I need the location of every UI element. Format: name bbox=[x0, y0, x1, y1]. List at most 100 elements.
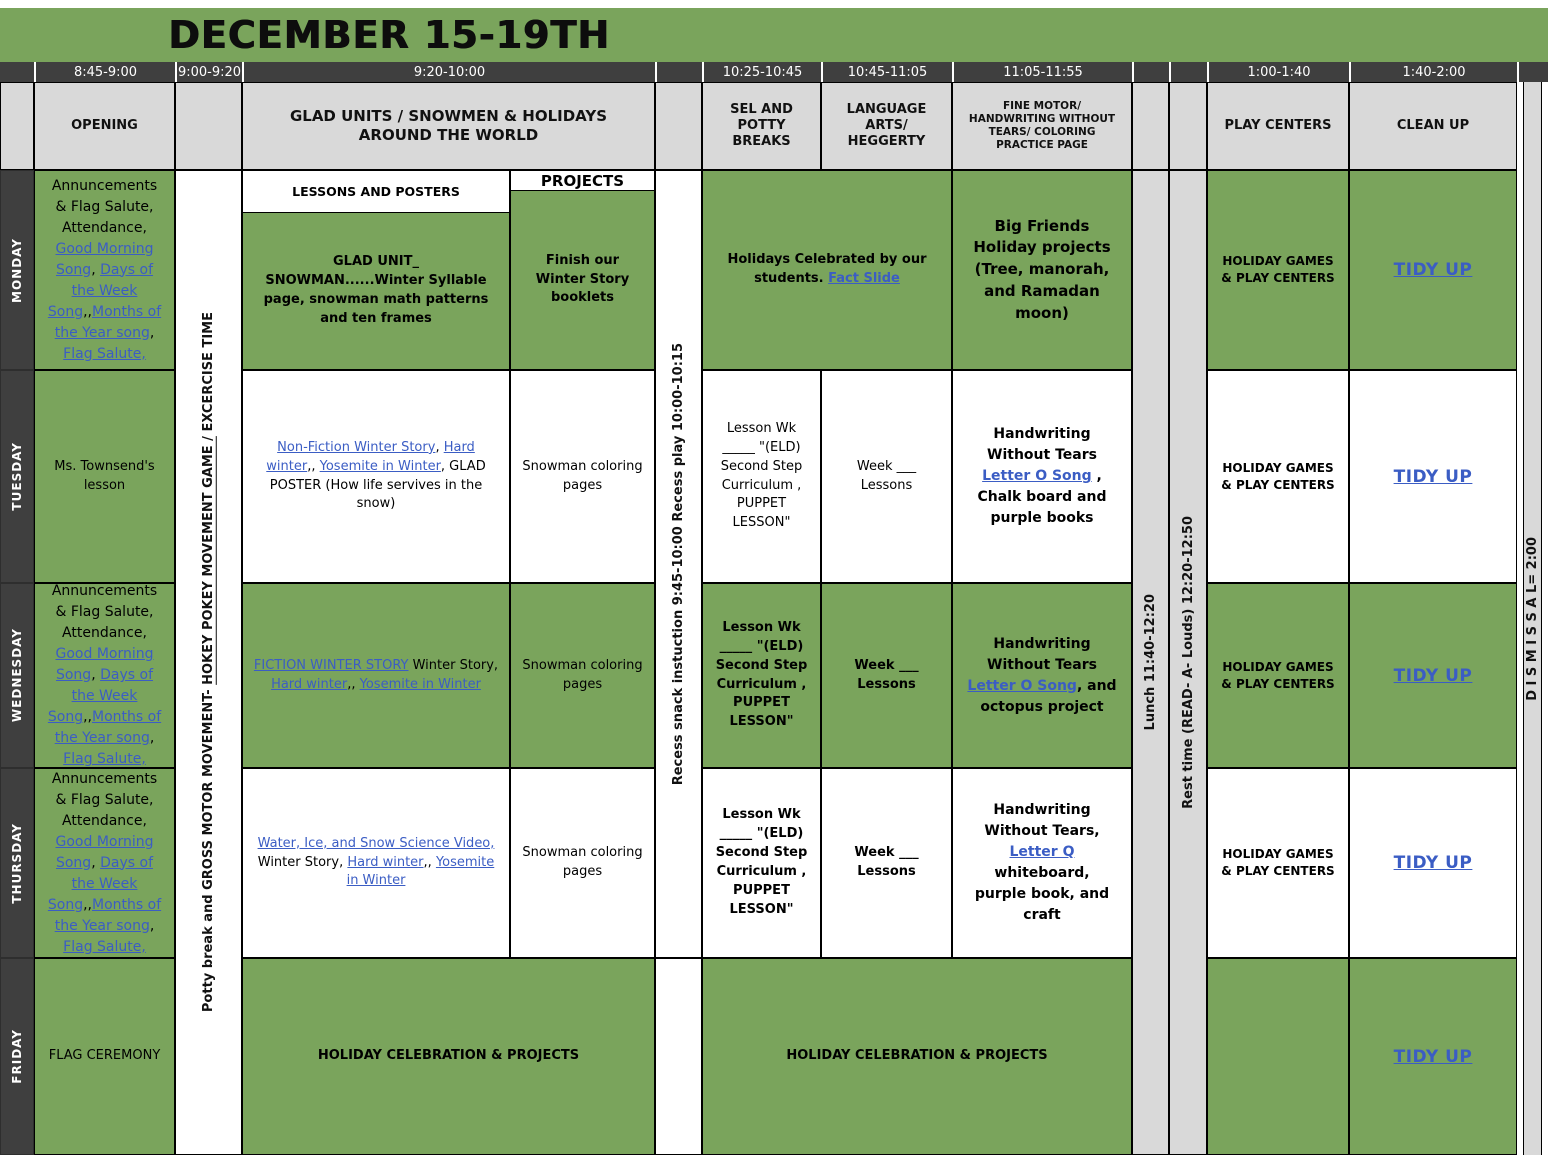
months-of-year-song-link[interactable]: Months of the Year song bbox=[54, 896, 162, 934]
rest-time-vertical-text: Rest time (READ- A- Louds) 12:20-12:50 bbox=[1180, 516, 1196, 809]
flag-salute-link[interactable]: Flag Salute, bbox=[63, 345, 146, 362]
monday-play-centers-cell: HOLIDAY GAMES & PLAY CENTERS bbox=[1207, 170, 1349, 370]
flag-ceremony-label: FLAG CEREMONY bbox=[48, 1048, 161, 1064]
friday-holiday-celebration-left: HOLIDAY CELEBRATION & PROJECTS bbox=[242, 958, 655, 1155]
time-recess-blank bbox=[655, 62, 702, 82]
announcements-text: Annuncements & Flag Salute, Attendance, bbox=[51, 177, 158, 236]
day-label-thursday: THURSDAY bbox=[0, 768, 34, 958]
header-fine-motor: FINE MOTOR/ HANDWRITING WITHOUT TEARS/ C… bbox=[952, 82, 1132, 170]
friday-holiday-celebration-right: HOLIDAY CELEBRATION & PROJECTS bbox=[702, 958, 1132, 1155]
hokey-pokey-game-link[interactable]: HOKEY POKEY MOVEMENT GAME / bbox=[201, 436, 216, 686]
bottom-margin-strip bbox=[0, 1155, 1548, 1160]
lessons-posters-subheader: LESSONS AND POSTERS bbox=[243, 171, 509, 213]
fact-slide-link[interactable]: Fact Slide bbox=[828, 271, 900, 286]
flag-salute-link[interactable]: Flag Salute, bbox=[63, 751, 146, 767]
thursday-play-centers-cell: HOLIDAY GAMES & PLAY CENTERS bbox=[1207, 768, 1349, 958]
days-of-week-song-link[interactable]: Days of the Week Song bbox=[47, 854, 153, 913]
good-morning-song-link[interactable]: Good Morning Song bbox=[55, 240, 154, 278]
flag-salute-link[interactable]: Flag Salute, bbox=[63, 938, 146, 955]
header-opening: OPENING bbox=[34, 82, 175, 170]
letter-o-song-link[interactable]: Letter O Song bbox=[982, 468, 1092, 484]
projects-subheader: PROJECTS bbox=[511, 171, 654, 191]
tidy-up-link[interactable]: TIDY UP bbox=[1393, 466, 1473, 487]
friday-recess-blank bbox=[655, 958, 702, 1155]
tuesday-language-cell: Week ___ Lessons bbox=[821, 370, 952, 583]
dismissal-column: D I S M I S S A L= 2:00 bbox=[1517, 82, 1548, 1155]
header-play-centers: PLAY CENTERS bbox=[1207, 82, 1349, 170]
days-of-week-song-link[interactable]: Days of the Week Song bbox=[47, 667, 153, 725]
letter-q-link[interactable]: Letter Q bbox=[1009, 844, 1075, 860]
months-of-year-song-link[interactable]: Months of the Year song bbox=[54, 709, 162, 746]
wednesday-play-centers-cell: HOLIDAY GAMES & PLAY CENTERS bbox=[1207, 583, 1349, 768]
wednesday-fine-motor-cell: Handwriting Without Tears Letter O Song,… bbox=[952, 583, 1132, 768]
thursday-language-cell: Week ___ Lessons bbox=[821, 768, 952, 958]
friday-play-centers-cell bbox=[1207, 958, 1349, 1155]
thursday-opening-cell: Annuncements & Flag Salute, Attendance, … bbox=[34, 768, 175, 958]
monday-opening-cell: Annuncements & Flag Salute, Attendance, … bbox=[34, 170, 175, 370]
monday-lessons-cell: LESSONS AND POSTERS GLAD UNIT_ SNOWMAN..… bbox=[242, 170, 510, 370]
week-title: DECEMBER 15-19TH bbox=[168, 13, 610, 57]
friday-clean-up-cell: TIDY UP bbox=[1349, 958, 1517, 1155]
good-morning-song-link[interactable]: Good Morning Song bbox=[55, 646, 154, 683]
header-recess-blank bbox=[655, 82, 702, 170]
wednesday-projects-cell: Snowman coloring pages bbox=[510, 583, 655, 768]
dismissal-vertical-text: D I S M I S S A L= 2:00 bbox=[1525, 536, 1540, 701]
tuesday-fine-motor-cell: Handwriting Without Tears Letter O Song … bbox=[952, 370, 1132, 583]
time-fine-motor: 11:05-11:55 bbox=[952, 62, 1132, 82]
tuesday-projects-cell: Snowman coloring pages bbox=[510, 370, 655, 583]
time-language: 10:45-11:05 bbox=[821, 62, 952, 82]
nonfiction-winter-story-link[interactable]: Non-Fiction Winter Story bbox=[277, 439, 436, 455]
letter-o-song-link[interactable]: Letter O Song bbox=[967, 677, 1077, 694]
tidy-up-link[interactable]: TIDY UP bbox=[1393, 260, 1473, 280]
hard-winter-link[interactable]: Hard winter bbox=[271, 676, 348, 692]
monday-projects-text: Finish our Winter Story booklets bbox=[511, 191, 654, 369]
time-corner-cell bbox=[0, 62, 34, 82]
thursday-lessons-cell: Water, Ice, and Snow Science Video, Wint… bbox=[242, 768, 510, 958]
time-rest-blank bbox=[1169, 62, 1207, 82]
monday-holidays-cell: Holidays Celebrated by our students. Fac… bbox=[702, 170, 952, 370]
thursday-projects-cell: Snowman coloring pages bbox=[510, 768, 655, 958]
header-lunch-blank bbox=[1132, 82, 1169, 170]
time-opening: 8:45-9:00 bbox=[34, 62, 175, 82]
tidy-up-link[interactable]: TIDY UP bbox=[1393, 1046, 1473, 1067]
day-label-friday: FRIDAY bbox=[0, 958, 34, 1155]
yosemite-in-winter-link[interactable]: Yosemite in Winter bbox=[359, 676, 481, 692]
hard-winter-link[interactable]: Hard winter bbox=[347, 854, 424, 870]
potty-break-column: Potty break and GROSS MOTOR MOVEMENT- HO… bbox=[175, 170, 242, 1155]
tidy-up-link[interactable]: TIDY UP bbox=[1393, 853, 1473, 873]
rest-time-column: Rest time (READ- A- Louds) 12:20-12:50 bbox=[1169, 170, 1207, 1155]
time-clean: 1:40-2:00 bbox=[1349, 62, 1517, 82]
tuesday-clean-up-cell: TIDY UP bbox=[1349, 370, 1517, 583]
week-title-bar: DECEMBER 15-19TH bbox=[0, 8, 1548, 62]
tuesday-opening-cell: Ms. Townsend's lesson bbox=[34, 370, 175, 583]
months-of-year-song-link[interactable]: Months of the Year song bbox=[54, 303, 162, 341]
tuesday-play-centers-cell: HOLIDAY GAMES & PLAY CENTERS bbox=[1207, 370, 1349, 583]
header-rest-blank bbox=[1169, 82, 1207, 170]
yosemite-in-winter-link[interactable]: Yosemite in Winter bbox=[346, 854, 495, 889]
yosemite-in-winter-link[interactable]: Yosemite in Winter bbox=[319, 458, 441, 474]
day-label-tuesday: TUESDAY bbox=[0, 370, 34, 583]
recess-vertical-text: Recess snack instuction 9:45-10:00 Reces… bbox=[671, 342, 686, 786]
wednesday-opening-cell: Annuncements & Flag Salute, Attendance, … bbox=[34, 583, 175, 768]
tuesday-lessons-cell: Non-Fiction Winter Story, Hard winter,, … bbox=[242, 370, 510, 583]
monday-clean-up-cell: TIDY UP bbox=[1349, 170, 1517, 370]
hard-winter-link[interactable]: Hard winter bbox=[266, 439, 475, 474]
tuesday-sel-cell: Lesson Wk _____ "(ELD) Second Step Curri… bbox=[702, 370, 821, 583]
header-glad-units: GLAD UNITS / SNOWMEN & HOLIDAYS AROUND T… bbox=[242, 82, 655, 170]
header-sel: SEL AND POTTY BREAKS bbox=[702, 82, 821, 170]
wednesday-sel-cell: Lesson Wk _____ "(ELD) Second Step Curri… bbox=[702, 583, 821, 768]
day-label-monday: MONDAY bbox=[0, 170, 34, 370]
time-glad: 9:20-10:00 bbox=[242, 62, 655, 82]
dismissal-strip: D I S M I S S A L= 2:00 bbox=[1523, 82, 1542, 1155]
fiction-winter-story-link[interactable]: FICTION WINTER STORY bbox=[253, 657, 409, 673]
days-of-week-song-link[interactable]: Days of the Week Song bbox=[47, 261, 153, 320]
thursday-fine-motor-cell: Handwriting Without Tears, Letter Q whit… bbox=[952, 768, 1132, 958]
good-morning-song-link[interactable]: Good Morning Song bbox=[55, 833, 154, 871]
thursday-sel-cell: Lesson Wk _____ "(ELD) Second Step Curri… bbox=[702, 768, 821, 958]
time-potty: 9:00-9:20 bbox=[175, 62, 242, 82]
water-ice-snow-video-link[interactable]: Water, Ice, and Snow Science Video, bbox=[257, 835, 495, 851]
tidy-up-link[interactable]: TIDY UP bbox=[1393, 665, 1473, 686]
top-margin-strip bbox=[0, 0, 1548, 8]
monday-lessons-text: GLAD UNIT_ SNOWMAN......Winter Syllable … bbox=[243, 213, 509, 369]
